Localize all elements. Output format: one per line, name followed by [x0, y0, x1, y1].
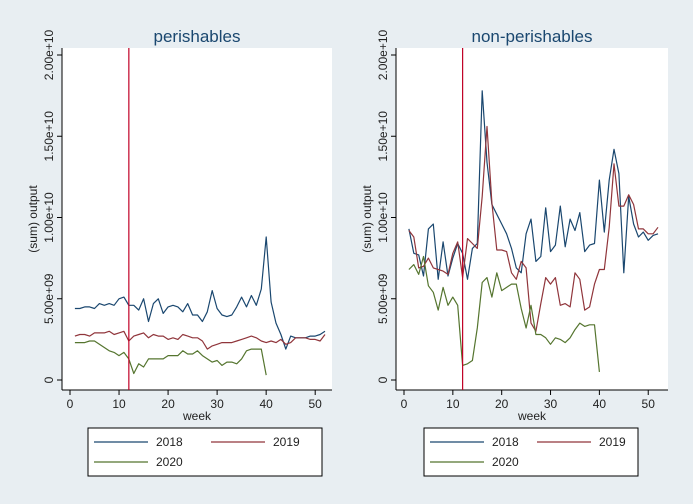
legend-box — [87, 427, 323, 477]
y-tick-label: 2.00e+10 — [42, 29, 56, 80]
x-tick-label: 40 — [593, 397, 607, 411]
legend-label-2019: 2019 — [273, 435, 300, 449]
x-tick-label: 0 — [401, 397, 408, 411]
chart-title: non-perishables — [472, 27, 593, 46]
y-tick-label: 1.00e+10 — [376, 192, 390, 243]
plot-area — [62, 48, 332, 390]
x-tick-label: 30 — [210, 397, 224, 411]
y-tick-label: 5.00e+09 — [42, 273, 56, 324]
series-2020-line — [74, 340, 267, 376]
series-2018-line — [408, 90, 659, 280]
chart-title: perishables — [154, 27, 241, 46]
plot-area — [396, 48, 668, 390]
y-tick-label: 0 — [376, 376, 390, 383]
y-tick-label: 1.50e+10 — [42, 111, 56, 162]
y-tick-label: 1.50e+10 — [376, 111, 390, 162]
x-tick-label: 10 — [112, 397, 126, 411]
x-axis-label: week — [517, 409, 547, 423]
x-tick-label: 10 — [446, 397, 460, 411]
x-tick-label: 50 — [309, 397, 323, 411]
perishables-panel: perishables 0 5.00e+09 1.00e+10 1.50e+10 2.00… — [26, 27, 332, 477]
y-tick-label: 2.00e+10 — [376, 29, 390, 80]
x-tick-label: 40 — [259, 397, 273, 411]
x-tick-label: 20 — [161, 397, 175, 411]
legend-box — [423, 427, 639, 477]
series-2020-line — [408, 255, 600, 372]
non-perishables-panel: non-perishables 0 5.00e+09 1.00e+10 1.50e+10… — [360, 27, 668, 477]
x-tick-label: 30 — [544, 397, 558, 411]
legend-label-2019: 2019 — [599, 435, 626, 449]
x-tick-label: 50 — [642, 397, 656, 411]
x-axis-label: week — [182, 409, 212, 423]
y-tick-label: 0 — [42, 376, 56, 383]
y-tick-label: 5.00e+09 — [376, 273, 390, 324]
series-2019-line — [408, 125, 659, 332]
y-axis-label: (sum) output — [360, 185, 374, 253]
x-tick-label: 0 — [67, 397, 74, 411]
series-2019-line — [74, 330, 326, 350]
x-tick-label: 20 — [495, 397, 509, 411]
y-tick-label: 1.00e+10 — [42, 192, 56, 243]
legend-label-2018: 2018 — [492, 435, 519, 449]
legend-label-2020: 2020 — [492, 455, 519, 469]
legend-label-2018: 2018 — [156, 435, 183, 449]
y-axis-label: (sum) output — [26, 185, 40, 253]
legend-label-2020: 2020 — [156, 455, 183, 469]
